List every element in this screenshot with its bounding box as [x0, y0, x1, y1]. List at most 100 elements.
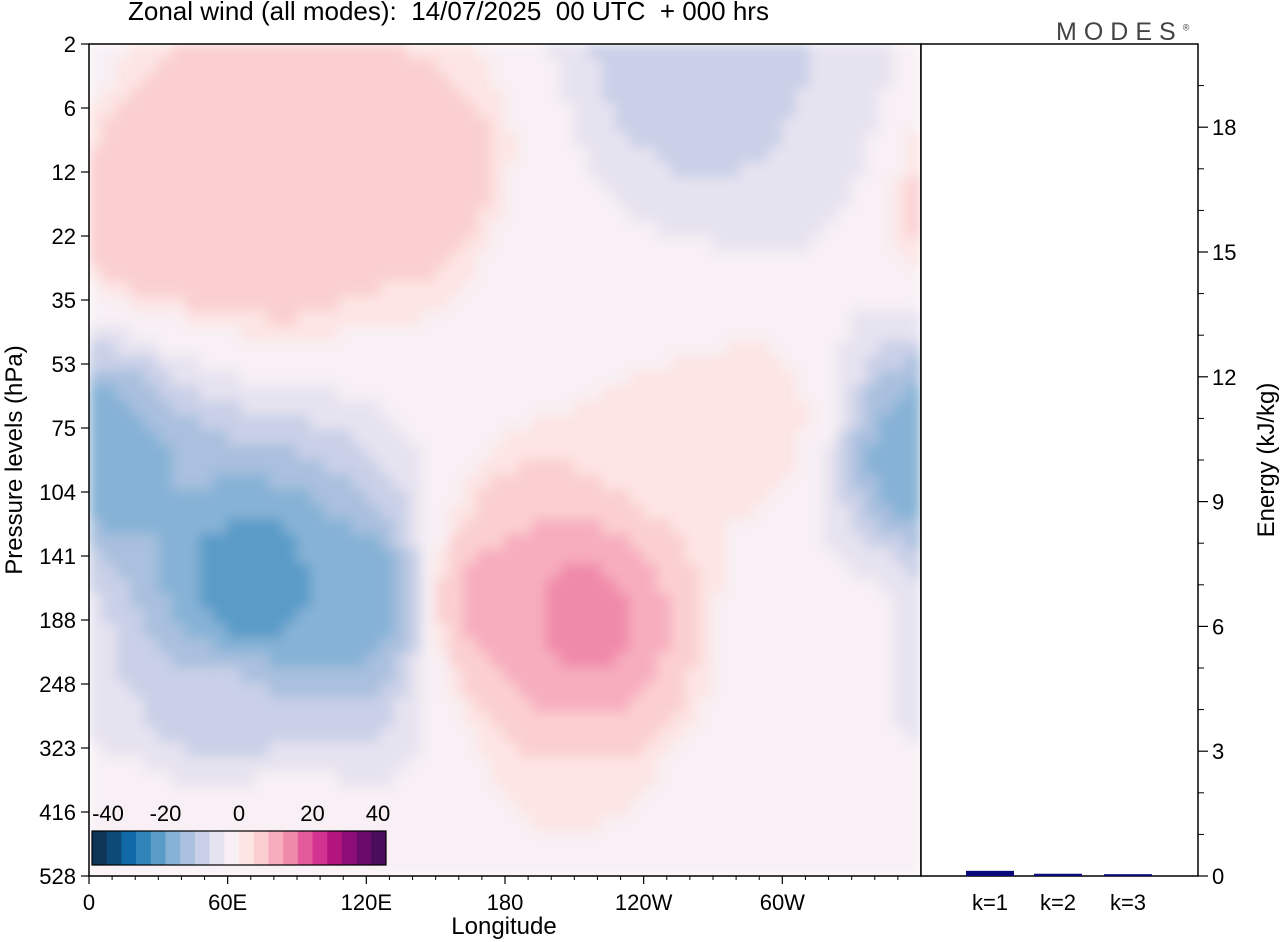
- heatmap-cell: [435, 370, 451, 387]
- heatmap-cell: [490, 712, 506, 728]
- heatmap-cell: [241, 712, 256, 728]
- heatmap-cell: [670, 385, 686, 402]
- heatmap-cell: [143, 726, 159, 743]
- heatmap-cell: [851, 533, 867, 550]
- heatmap-cell: [365, 459, 381, 476]
- heatmap-cell: [823, 414, 839, 431]
- heatmap-cell: [851, 355, 867, 372]
- heatmap-cell: [393, 266, 409, 283]
- heatmap-cell: [213, 44, 229, 60]
- heatmap-cell: [365, 177, 381, 194]
- heatmap-cell: [282, 177, 298, 194]
- heatmap-cell: [629, 429, 645, 446]
- heatmap-cell: [546, 370, 561, 387]
- heatmap-cell: [365, 102, 381, 119]
- heatmap-cell: [532, 429, 548, 446]
- heatmap-cell: [892, 608, 908, 624]
- heatmap-cell: [615, 266, 631, 283]
- heatmap-cell: [643, 608, 659, 624]
- heatmap-cell: [878, 697, 894, 714]
- heatmap-cell: [601, 533, 617, 550]
- heatmap-cell: [906, 117, 921, 134]
- heatmap-cell: [767, 251, 783, 268]
- heatmap-cell: [89, 132, 104, 149]
- heatmap-cell: [559, 296, 575, 312]
- heatmap-cell: [643, 296, 659, 312]
- heatmap-cell: [892, 474, 908, 491]
- heatmap-cell: [241, 786, 256, 803]
- heatmap-cell: [657, 563, 672, 580]
- heatmap-cell: [657, 385, 672, 402]
- heatmap-cell: [546, 830, 561, 847]
- heatmap-cell: [546, 786, 561, 803]
- heatmap-cell: [435, 578, 451, 595]
- heatmap-cell: [726, 44, 742, 60]
- heatmap-cell: [754, 117, 769, 134]
- heatmap-cell: [573, 726, 589, 743]
- heatmap-cell: [490, 608, 506, 624]
- heatmap-cell: [171, 726, 187, 743]
- heatmap-cell: [559, 162, 575, 179]
- heatmap-cell: [657, 177, 672, 194]
- heatmap-cell: [89, 667, 104, 684]
- heatmap-cell: [795, 726, 811, 743]
- heatmap-cell: [199, 325, 215, 342]
- heatmap-cell: [449, 786, 464, 803]
- heatmap-cell: [435, 310, 451, 327]
- heatmap-cell: [892, 73, 908, 90]
- heatmap-cell: [213, 310, 229, 327]
- heatmap-cell: [823, 563, 839, 580]
- heatmap-cell: [365, 801, 381, 818]
- heatmap-cell: [185, 370, 201, 387]
- heatmap-cell: [365, 266, 381, 283]
- heatmap-cell: [490, 489, 506, 506]
- heatmap-cell: [254, 533, 270, 550]
- heatmap-cell: [130, 355, 145, 372]
- heatmap-cell: [89, 771, 104, 788]
- heatmap-cell: [892, 44, 908, 60]
- heatmap-cell: [338, 88, 353, 104]
- heatmap-cell: [171, 712, 187, 728]
- heatmap-cell: [435, 756, 451, 773]
- heatmap-cell: [310, 459, 326, 476]
- heatmap-cell: [102, 726, 118, 743]
- heatmap-cell: [435, 414, 451, 431]
- heatmap-cell: [754, 533, 769, 550]
- heatmap-cell: [143, 266, 159, 283]
- y-tick-label: 35: [52, 288, 76, 313]
- heatmap-cell: [213, 177, 229, 194]
- heatmap-cell: [504, 667, 520, 684]
- heatmap-cell: [559, 637, 575, 654]
- heatmap-cell: [601, 771, 617, 788]
- heatmap-cell: [518, 637, 534, 654]
- heatmap-cell: [89, 147, 104, 164]
- heatmap-cell: [365, 816, 381, 832]
- heatmap-cell: [379, 281, 395, 298]
- heatmap-cell: [143, 132, 159, 149]
- heatmap-cell: [435, 593, 451, 610]
- heatmap-cell: [227, 355, 243, 372]
- heatmap-cell: [407, 474, 423, 491]
- heatmap-cell: [878, 667, 894, 684]
- heatmap-cell: [573, 162, 589, 179]
- heatmap-cell: [878, 236, 894, 253]
- heatmap-cell: [892, 637, 908, 654]
- heatmap-cell: [379, 325, 395, 342]
- heatmap-cell: [89, 102, 104, 119]
- heatmap-cell: [157, 281, 173, 298]
- heatmap-cell: [698, 236, 714, 253]
- heatmap-cell: [379, 192, 395, 208]
- heatmap-cell: [310, 102, 326, 119]
- heatmap-cell: [629, 697, 645, 714]
- heatmap-cell: [740, 355, 756, 372]
- heatmap-cell: [906, 578, 921, 595]
- heatmap-cell: [407, 801, 423, 818]
- heatmap-cell: [490, 206, 506, 223]
- heatmap-cell: [185, 340, 201, 357]
- heatmap-cell: [116, 147, 132, 164]
- heatmap-cell: [892, 177, 908, 194]
- heatmap-cell: [157, 429, 173, 446]
- heatmap-cell: [906, 563, 921, 580]
- heatmap-cell: [116, 608, 132, 624]
- heatmap-cell: [268, 162, 284, 179]
